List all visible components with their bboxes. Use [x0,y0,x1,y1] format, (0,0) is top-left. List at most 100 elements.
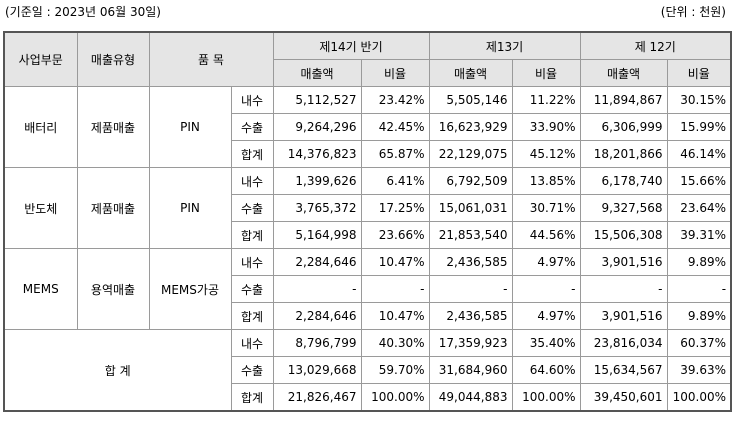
amount-cell: 31,684,960 [428,356,513,384]
table-row: MEMS 용역매출 MEMS가공 내수 2,284,646 10.47% 2,4… [3,248,732,330]
table-row: 수출 3,765,372 17.25% 15,061,031 30.71% 9,… [4,194,732,222]
ratio-cell: 9.89% [666,302,732,330]
kind-cell: 합계 [230,302,274,330]
sales-type-cell: 제품매출 [76,167,150,249]
ratio-cell: 4.97% [511,248,581,276]
ratio-cell: 10.47% [360,248,430,276]
amount-cell: 3,901,516 [579,302,668,330]
item-cell: PIN [148,167,232,249]
header-row-periods: 사업부문 매출유형 품 목 제14기 반기 제13기 제 12기 [3,31,732,87]
amount-cell: 2,284,646 [272,248,362,276]
amount-cell: 22,129,075 [428,140,513,168]
amount-cell: 6,306,999 [579,113,668,141]
amount-cell: 2,436,585 [428,248,513,276]
amount-cell: 15,061,031 [428,194,513,222]
kind-cell: 합계 [230,140,274,168]
item-cell: MEMS가공 [148,248,232,330]
ratio-cell: 64.60% [511,356,581,384]
ratio-cell: 15.99% [666,113,732,141]
ratio-cell: 65.87% [360,140,430,168]
kind-cell: 수출 [230,275,274,303]
sales-type-cell: 용역매출 [76,248,150,330]
header-sales-type: 매출유형 [76,31,150,87]
amount-cell: 6,178,740 [579,167,668,195]
header-row-metrics: 매출액 비율 매출액 비율 매출액 비율 [4,59,732,87]
table-row: 수출 - - - - - - [4,275,732,303]
ratio-cell: - [511,275,581,303]
amount-cell: 13,029,668 [272,356,362,384]
amount-cell: 21,853,540 [428,221,513,249]
table-row: 수출 9,264,296 42.45% 16,623,929 33.90% 6,… [4,113,732,141]
kind-cell: 내수 [230,167,274,195]
kind-cell: 내수 [230,329,274,357]
amount-cell: 5,505,146 [428,86,513,114]
sales-type-cell: 제품매출 [76,86,150,168]
sales-table: 사업부문 매출유형 품 목 제14기 반기 제13기 제 12기 매출액 비율 … [3,31,733,412]
segment-cell: 반도체 [3,167,78,249]
ratio-cell: 100.00% [666,383,732,412]
ratio-cell: - [360,275,430,303]
header-ratio: 비율 [511,59,581,87]
header-segment: 사업부문 [3,31,78,87]
header-amount: 매출액 [272,59,362,87]
ratio-cell: 100.00% [511,383,581,412]
kind-cell: 수출 [230,194,274,222]
amount-cell: 17,359,923 [428,329,513,357]
segment-cell: 배터리 [3,86,78,168]
ratio-cell: 100.00% [360,383,430,412]
amount-cell: - [428,275,513,303]
ratio-cell: 10.47% [360,302,430,330]
amount-cell: 11,894,867 [579,86,668,114]
basis-date: (기준일 : 2023년 06월 30일) [5,5,161,19]
amount-cell: 49,044,883 [428,383,513,412]
ratio-cell: 23.42% [360,86,430,114]
ratio-cell: - [666,275,732,303]
ratio-cell: 39.63% [666,356,732,384]
table-row: 합계 14,376,823 65.87% 22,129,075 45.12% 1… [4,140,732,168]
kind-cell: 합계 [230,383,274,412]
ratio-cell: 60.37% [666,329,732,357]
total-row: 합계 21,826,467 100.00% 49,044,883 100.00%… [4,383,732,412]
kind-cell: 수출 [230,113,274,141]
total-row: 합 계 내수 8,796,799 40.30% 17,359,923 35.40… [3,329,732,412]
amount-cell: 9,327,568 [579,194,668,222]
header-period: 제13기 [428,31,581,60]
amount-cell: 23,816,034 [579,329,668,357]
segment-cell: MEMS [3,248,78,330]
kind-cell: 수출 [230,356,274,384]
header-period: 제14기 반기 [272,31,430,60]
kind-cell: 합계 [230,221,274,249]
amount-cell: 5,112,527 [272,86,362,114]
ratio-cell: 44.56% [511,221,581,249]
amount-cell: 1,399,626 [272,167,362,195]
ratio-cell: 30.71% [511,194,581,222]
total-label: 합 계 [3,329,232,412]
header-ratio: 비율 [360,59,430,87]
amount-cell: 16,623,929 [428,113,513,141]
item-cell: PIN [148,86,232,168]
ratio-cell: 33.90% [511,113,581,141]
unit-label: (단위 : 천원) [660,5,726,19]
ratio-cell: 17.25% [360,194,430,222]
kind-cell: 내수 [230,248,274,276]
header-period: 제 12기 [579,31,732,60]
amount-cell: 15,506,308 [579,221,668,249]
ratio-cell: 6.41% [360,167,430,195]
ratio-cell: 15.66% [666,167,732,195]
ratio-cell: 23.66% [360,221,430,249]
amount-cell: 21,826,467 [272,383,362,412]
ratio-cell: 40.30% [360,329,430,357]
ratio-cell: 42.45% [360,113,430,141]
amount-cell: 2,436,585 [428,302,513,330]
total-row: 수출 13,029,668 59.70% 31,684,960 64.60% 1… [4,356,732,384]
ratio-cell: 35.40% [511,329,581,357]
amount-cell: 39,450,601 [579,383,668,412]
report-header: (기준일 : 2023년 06월 30일) (단위 : 천원) [0,0,733,24]
amount-cell: 18,201,866 [579,140,668,168]
amount-cell: 2,284,646 [272,302,362,330]
kind-cell: 내수 [230,86,274,114]
amount-cell: 8,796,799 [272,329,362,357]
ratio-cell: 59.70% [360,356,430,384]
header-ratio: 비율 [666,59,732,87]
amount-cell: 9,264,296 [272,113,362,141]
